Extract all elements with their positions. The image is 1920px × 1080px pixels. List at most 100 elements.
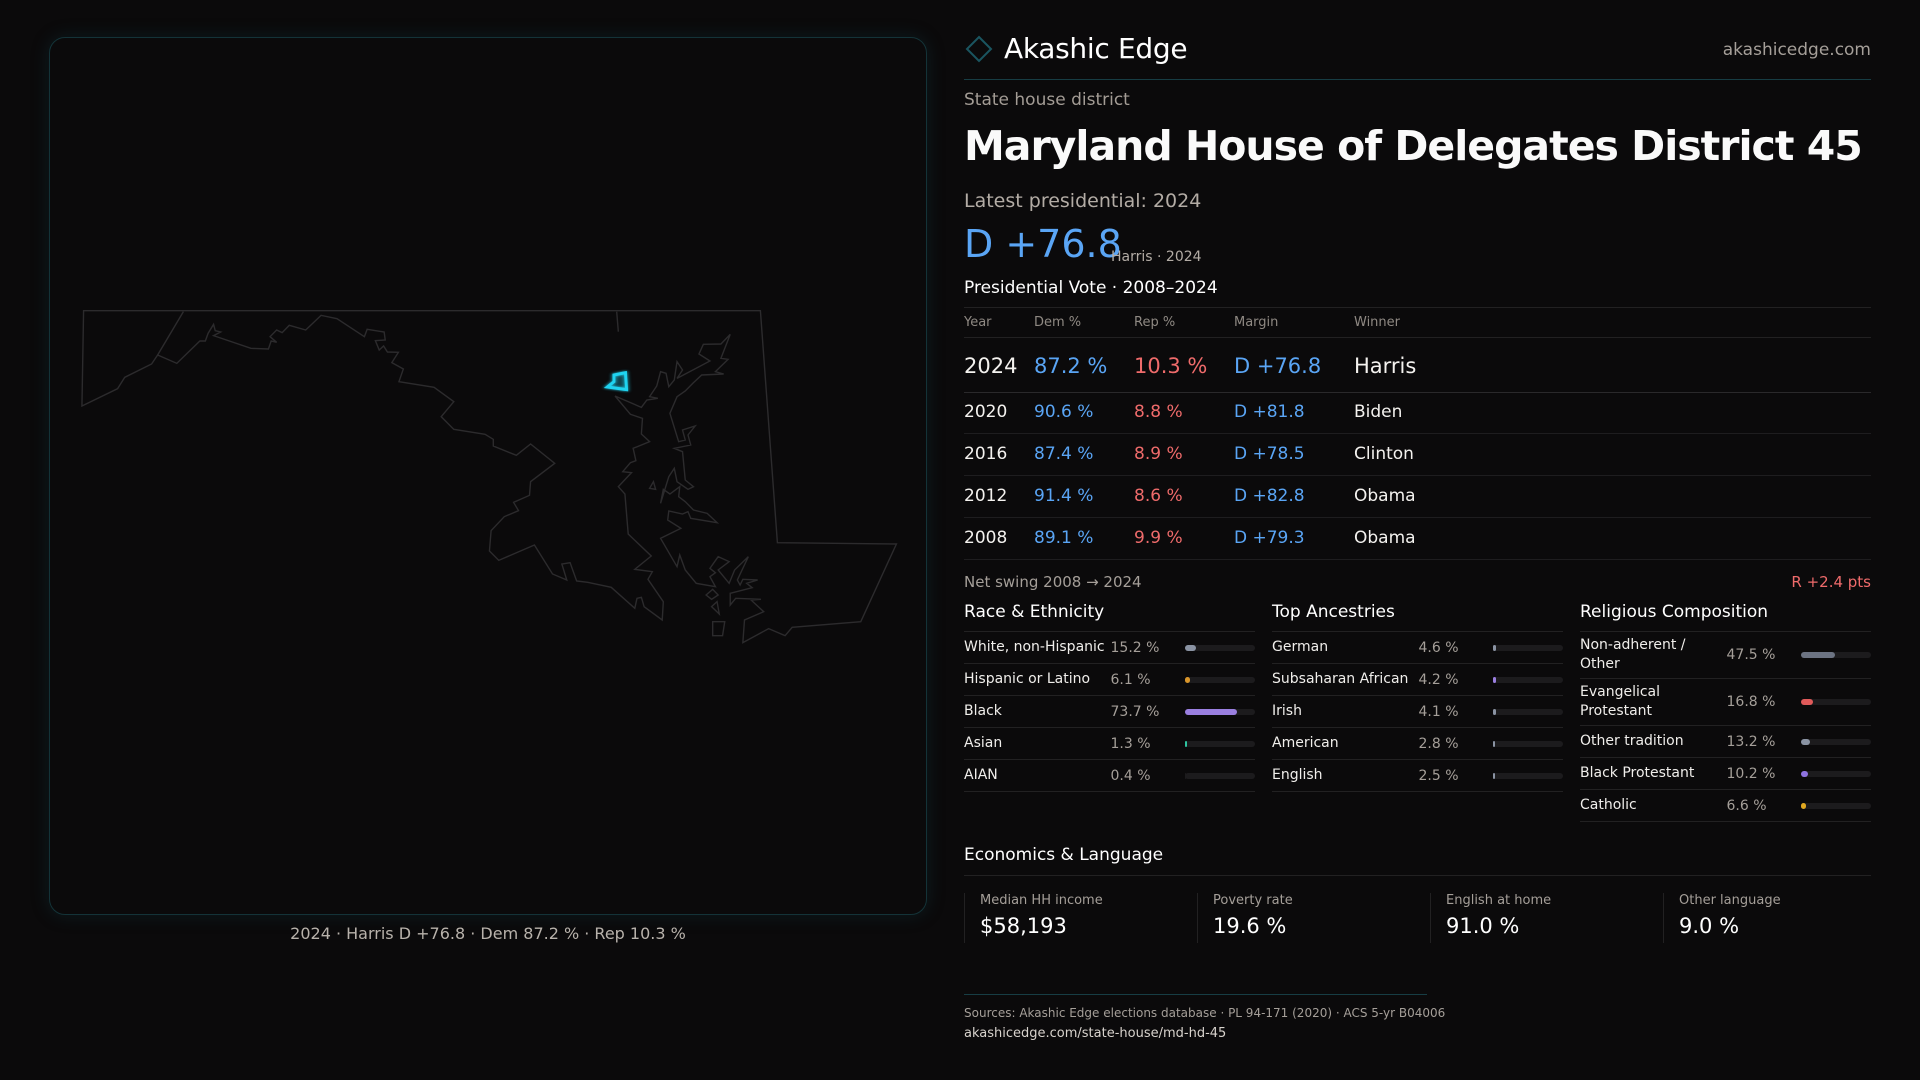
cell-margin: D +79.3 — [1234, 528, 1305, 548]
col-rep: Rep % — [1134, 315, 1176, 330]
section-religious-composition: Religious Composition Non-adherent / Othe… — [1580, 602, 1872, 822]
row-label: Catholic — [1580, 797, 1637, 813]
page-title: Maryland House of Delegates District 45 — [964, 122, 1863, 170]
cell-year: 2024 — [964, 354, 1018, 378]
row-label: Evangelical Protestant — [1580, 684, 1661, 719]
brand-name: Akashic Edge — [1004, 32, 1188, 65]
cell-margin: D +82.8 — [1234, 486, 1305, 506]
data-row[interactable]: Other tradition 13.2 % — [1580, 726, 1872, 758]
section-top-ancestries: Top Ancestries German 4.6 % Subsaharan Afri… — [1272, 602, 1564, 792]
stat-value: 91.0 % — [1446, 914, 1520, 938]
data-row[interactable]: Evangelical Protestant 16.8 % — [1580, 679, 1872, 726]
page-url[interactable]: akashicedge.com/state-house/md-hd-45 — [964, 1026, 1227, 1041]
data-row[interactable]: Non-adherent / Other 47.5 % — [1580, 632, 1872, 679]
data-row[interactable]: Irish 4.1 % — [1272, 696, 1564, 728]
net-swing-label: Net swing 2008 → 2024 — [964, 573, 1142, 591]
bar-track — [1801, 802, 1872, 809]
row-value: 4.2 % — [1418, 671, 1459, 688]
row-label: English — [1272, 767, 1323, 783]
cell-dem: 87.4 % — [1034, 444, 1094, 464]
diamond-outline-icon — [965, 35, 993, 62]
stat-value: $58,193 — [980, 914, 1067, 938]
headline-margin: D +76.8 — [964, 222, 1122, 266]
economics-title: Economics & Language — [964, 845, 1871, 876]
row-label: Hispanic or Latino — [964, 671, 1091, 687]
data-row[interactable]: German 4.6 % — [1272, 632, 1564, 664]
brand[interactable]: Akashic Edge — [964, 32, 1188, 65]
row-value: 6.1 % — [1110, 671, 1151, 688]
cell-rep: 10.3 % — [1134, 354, 1208, 378]
col-winner: Winner — [1354, 315, 1401, 330]
data-row[interactable]: English 2.5 % — [1272, 760, 1564, 792]
bar-fill — [1493, 708, 1497, 715]
stat-card: Other language 9.0 % — [1663, 893, 1896, 943]
data-row[interactable]: White, non-Hispanic 15.2 % — [964, 632, 1256, 664]
row-value: 1.3 % — [1110, 735, 1151, 752]
data-row[interactable]: Black 73.7 % — [964, 696, 1256, 728]
district-highlight[interactable] — [607, 373, 626, 390]
cell-rep: 8.6 % — [1134, 486, 1183, 506]
row-value: 16.8 % — [1726, 694, 1776, 710]
data-row[interactable]: Catholic 6.6 % — [1580, 790, 1872, 822]
section-title: Religious Composition — [1580, 602, 1871, 632]
latest-presidential-label: Latest presidential: 2024 — [964, 190, 1202, 212]
cell-winner: Harris — [1354, 354, 1417, 378]
bar-fill — [1185, 740, 1188, 747]
row-label: Black Protestant — [1580, 765, 1695, 781]
cell-dem: 87.2 % — [1034, 354, 1108, 378]
cell-rep: 9.9 % — [1134, 528, 1183, 548]
bar-fill — [1493, 740, 1496, 747]
net-swing: Net swing 2008 → 2024 R +2.4 pts — [964, 573, 1871, 591]
table-row[interactable]: 2016 87.4 % 8.9 % D +78.5 Clinton — [964, 434, 1871, 476]
col-year: Year — [964, 315, 992, 330]
row-value: 0.4 % — [1110, 767, 1151, 784]
row-label: American — [1272, 735, 1339, 751]
stat-value: 9.0 % — [1679, 914, 1740, 938]
bar-fill — [1493, 644, 1497, 651]
col-margin: Margin — [1234, 315, 1279, 330]
table-row[interactable]: 2020 90.6 % 8.8 % D +81.8 Biden — [964, 392, 1871, 434]
data-row[interactable]: Hispanic or Latino 6.1 % — [964, 664, 1256, 696]
presidential-table-title: Presidential Vote · 2008–2024 — [964, 278, 1218, 298]
bar-fill — [1185, 708, 1237, 715]
row-label: Subsaharan African — [1272, 671, 1409, 687]
bar-track — [1185, 740, 1256, 747]
bar-track — [1185, 676, 1256, 683]
cell-rep: 8.9 % — [1134, 444, 1183, 464]
map-caption: 2024 · Harris D +76.8 · Dem 87.2 % · Rep… — [290, 924, 686, 943]
bar-fill — [1801, 699, 1813, 705]
site-link[interactable]: akashicedge.com — [1722, 40, 1871, 60]
stat-value: 19.6 % — [1213, 914, 1287, 938]
state-outline — [82, 311, 896, 643]
table-row[interactable]: 2012 91.4 % 8.6 % D +82.8 Obama — [964, 476, 1871, 518]
row-label: White, non-Hispanic — [964, 639, 1105, 655]
bar-fill — [1801, 770, 1809, 777]
data-row[interactable]: Subsaharan African 4.2 % — [1272, 664, 1564, 696]
data-row[interactable]: American 2.8 % — [1272, 728, 1564, 760]
row-value: 10.2 % — [1726, 765, 1776, 782]
panhandle-border — [158, 312, 184, 355]
bar-track — [1801, 652, 1872, 658]
state-map[interactable] — [60, 290, 920, 660]
row-value: 2.8 % — [1418, 735, 1459, 752]
col-dem: Dem % — [1034, 315, 1082, 330]
divider — [964, 307, 1871, 308]
stat-label: Other language — [1679, 893, 1781, 908]
table-row[interactable]: 2008 89.1 % 9.9 % D +79.3 Obama — [964, 518, 1871, 560]
bar-track — [1493, 708, 1564, 715]
map-panel[interactable] — [49, 37, 927, 915]
cell-year: 2008 — [964, 528, 1008, 548]
header-divider — [964, 79, 1871, 80]
row-value: 2.5 % — [1418, 767, 1459, 784]
bar-track — [1493, 644, 1564, 651]
table-row[interactable]: 2024 87.2 % 10.3 % D +76.8 Harris — [964, 343, 1871, 393]
bar-track — [1185, 772, 1256, 779]
bar-fill — [1185, 676, 1190, 683]
row-value: 6.6 % — [1726, 797, 1767, 814]
data-row[interactable]: AIAN 0.4 % — [964, 760, 1256, 792]
row-value: 4.6 % — [1418, 639, 1459, 656]
footer-divider — [964, 994, 1427, 995]
data-row[interactable]: Asian 1.3 % — [964, 728, 1256, 760]
data-row[interactable]: Black Protestant 10.2 % — [1580, 758, 1872, 790]
island — [650, 482, 725, 636]
